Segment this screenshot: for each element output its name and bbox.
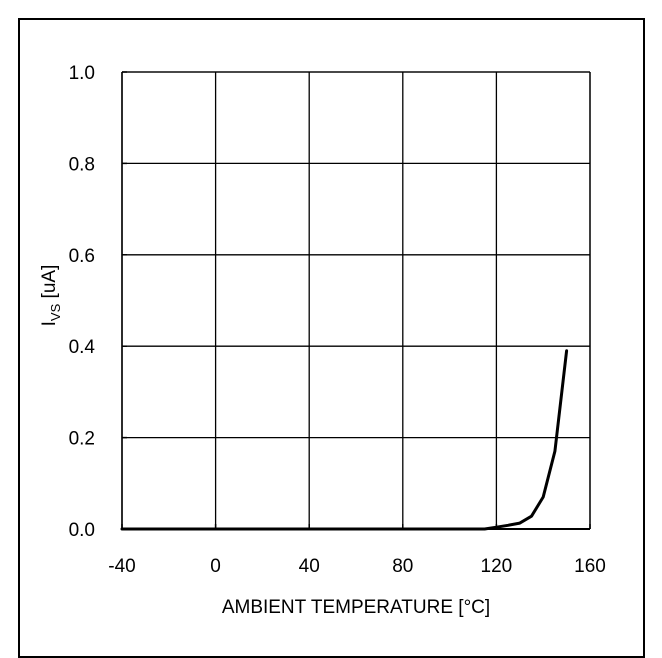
- y-axis-label-main: I: [39, 321, 60, 326]
- y-tick-label: 0.6: [69, 246, 95, 267]
- y-tick-label: 0.2: [69, 429, 95, 450]
- x-tick-label: 120: [481, 556, 513, 577]
- x-tick-label: 0: [210, 556, 221, 577]
- series-line: [120, 349, 569, 531]
- y-tick-label: 1.0: [69, 63, 95, 84]
- y-tick-label: 0.4: [69, 337, 96, 358]
- x-axis-label: AMBIENT TEMPERATURE [°C]: [222, 597, 490, 618]
- y-tick-label: 0.0: [69, 520, 95, 541]
- y-axis-label-unit: [uA]: [39, 265, 60, 304]
- x-tick-label: 160: [574, 556, 606, 577]
- x-tick-label: 80: [392, 556, 413, 577]
- x-tick-label: -40: [108, 556, 135, 577]
- x-tick-label: 40: [299, 556, 320, 577]
- y-axis-label-sub: VS: [48, 303, 63, 321]
- y-tick-label: 0.8: [69, 154, 95, 175]
- y-axis-label: IVS [uA]: [39, 265, 63, 327]
